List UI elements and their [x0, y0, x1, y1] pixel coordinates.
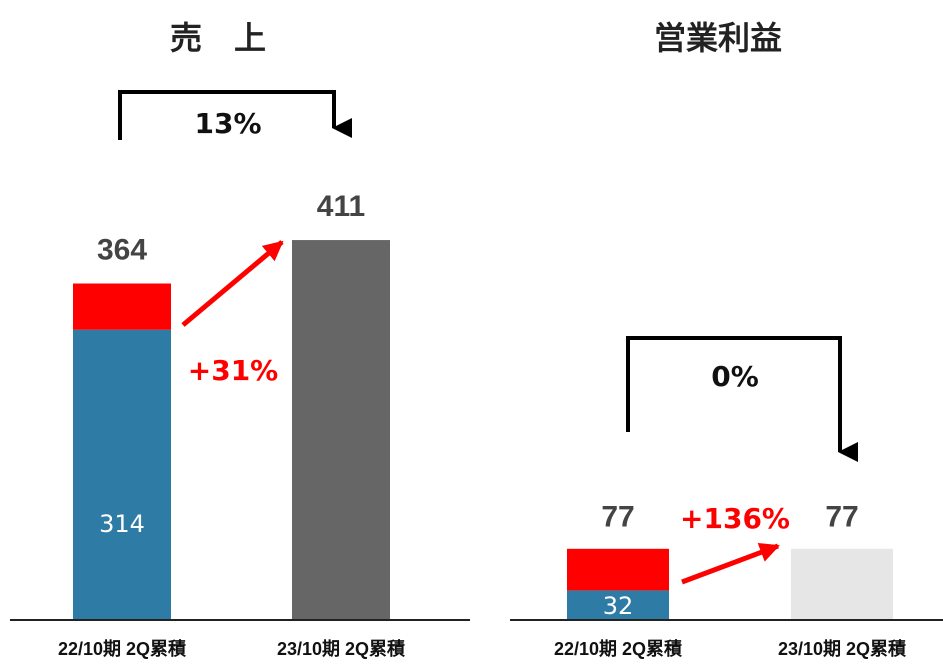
change-label: 13% — [194, 107, 261, 140]
growth-label: +136% — [680, 502, 790, 535]
chart-title: 売 上 — [170, 19, 266, 57]
bar-segment — [567, 548, 669, 591]
growth-arrow — [181, 240, 284, 327]
bar-segment — [73, 329, 171, 620]
category-label: 22/10期 2Q累積 — [58, 638, 187, 659]
chart-title: 営業利益 — [654, 19, 782, 57]
total-label: 364 — [97, 233, 147, 266]
total-label: 411 — [317, 190, 365, 223]
bar-segment — [292, 240, 390, 620]
bar-segment — [791, 548, 893, 620]
change-label: 0% — [711, 360, 759, 393]
total-label: 77 — [825, 501, 858, 534]
change-bracket — [118, 90, 352, 140]
growth-arrow — [681, 542, 780, 585]
bar-segment — [567, 590, 669, 620]
category-label: 22/10期 2Q累積 — [554, 638, 683, 659]
growth-label: +31% — [188, 354, 278, 387]
segment-label: 32 — [603, 592, 634, 620]
category-label: 23/10期 2Q累積 — [778, 638, 907, 659]
segment-label: 314 — [99, 510, 145, 538]
change-bracket — [626, 336, 858, 462]
bar-segment — [73, 283, 171, 330]
total-label: 77 — [601, 501, 634, 534]
category-label: 23/10期 2Q累積 — [277, 638, 406, 659]
